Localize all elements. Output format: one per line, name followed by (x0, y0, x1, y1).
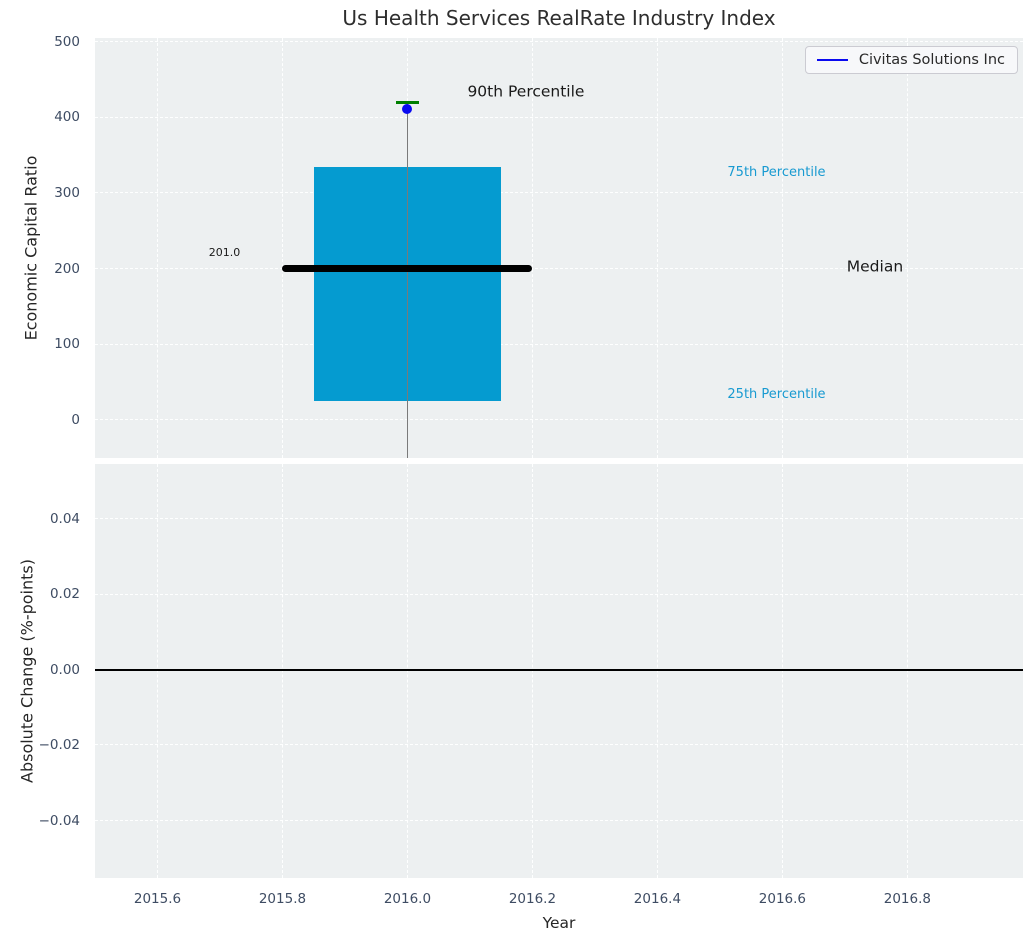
x-tick-label: 2016.4 (633, 891, 682, 907)
y-gridline (95, 419, 1023, 421)
legend-line-swatch (816, 58, 848, 62)
x-gridline (281, 38, 283, 458)
p90-marker (396, 100, 419, 104)
y-tick-label: 300 (54, 185, 80, 202)
x-gridline (531, 464, 533, 878)
x-tick-label: 2016.2 (508, 891, 557, 907)
annotation-p90-label: 90th Percentile (467, 82, 585, 101)
x-tick-label: 2016.6 (758, 891, 807, 907)
x-gridline (656, 38, 658, 458)
x-gridline (531, 38, 533, 458)
y-tick-label: 500 (54, 33, 80, 50)
x-gridline (906, 38, 908, 458)
x-gridline (281, 464, 283, 878)
y-gridline (95, 116, 1023, 118)
y-gridline (95, 343, 1023, 345)
y-gridline (95, 744, 1023, 746)
annotation-median-label: Median (846, 257, 904, 276)
x-gridline (906, 464, 908, 878)
y-tick-label: 100 (54, 336, 80, 353)
y-gridline (95, 268, 1023, 269)
legend-label: Civitas Solutions Inc (858, 52, 1005, 68)
y-tick-label: 0.04 (49, 511, 80, 528)
y-tick-label: −0.02 (38, 737, 80, 754)
whisker-line (406, 102, 409, 458)
y-gridline (95, 593, 1023, 595)
annotation-p25-label: 25th Percentile (727, 387, 826, 403)
y-tick-label: −0.04 (38, 812, 80, 829)
annotation-p75-label: 75th Percentile (727, 164, 826, 180)
x-tick-label: 2016.0 (383, 891, 432, 907)
y-gridline (95, 40, 1023, 42)
y-gridline (95, 819, 1023, 821)
x-gridline (156, 38, 158, 458)
y-gridline (95, 192, 1023, 194)
legend: Civitas Solutions Inc (804, 46, 1018, 74)
x-gridline (781, 464, 783, 878)
y-tick-label: 0.02 (49, 586, 80, 603)
top-y-axis-label: Economic Capital Ratio (21, 155, 41, 341)
median-line (282, 264, 533, 272)
y-tick-label: 400 (54, 109, 80, 126)
x-tick-label: 2016.8 (883, 891, 931, 907)
x-tick-label: 2015.8 (258, 891, 307, 907)
x-gridline (156, 464, 158, 878)
x-gridline (656, 464, 658, 878)
x-axis-label: Year (542, 914, 576, 932)
company-point (402, 104, 413, 115)
y-tick-label: 200 (54, 260, 80, 277)
bottom-plot-area (95, 464, 1023, 878)
annotation-median-value: 201.0 (208, 245, 241, 259)
y-tick-label: 0.00 (49, 661, 80, 678)
top-plot-area: Civitas Solutions Inc 90th Percentile 75t… (95, 38, 1023, 458)
x-tick-label: 2015.6 (133, 891, 182, 907)
x-gridline (781, 38, 783, 458)
y-gridline (95, 518, 1023, 520)
chart-title: Us Health Services RealRate Industry Ind… (342, 6, 776, 30)
x-gridline (406, 464, 408, 878)
y-tick-label: 0 (71, 412, 80, 429)
zero-line (95, 668, 1023, 671)
